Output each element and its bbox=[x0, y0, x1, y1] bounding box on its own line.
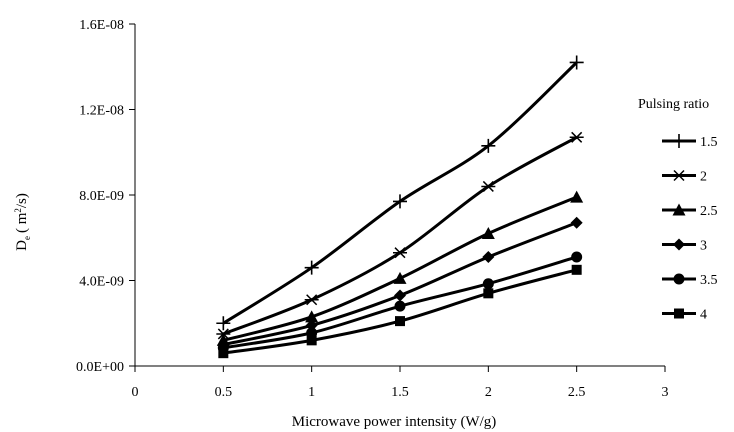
series-3-5 bbox=[217, 251, 583, 354]
legend-item: 3.5 bbox=[662, 273, 718, 288]
x-tick-label: 2.5 bbox=[568, 385, 586, 400]
data-point bbox=[393, 194, 407, 209]
y-tick-label: 1.6E-08 bbox=[79, 18, 124, 33]
axes: 0.0E+00 4.0E-09 8.0E-09 1.2E-08 1.6E-08 0 0.5 1… bbox=[76, 18, 668, 400]
x-tick-label: 2 bbox=[485, 385, 492, 400]
series-4 bbox=[218, 264, 582, 359]
data-point bbox=[482, 278, 494, 290]
legend: Pulsing ratio 1.5 2 2.5 3 3.5 4 bbox=[638, 97, 718, 323]
data-point bbox=[218, 348, 229, 359]
x-tick-label: 1 bbox=[308, 385, 315, 400]
data-point bbox=[569, 131, 584, 143]
data-point bbox=[483, 288, 494, 299]
legend-item: 3 bbox=[662, 238, 707, 254]
y-tick-label: 0.0E+00 bbox=[76, 360, 124, 375]
data-point bbox=[394, 289, 406, 302]
legend-marker bbox=[673, 238, 685, 251]
x-axis-title: Microwave power intensity (W/g) bbox=[292, 414, 497, 430]
legend-label: 3.5 bbox=[700, 273, 718, 288]
data-point bbox=[482, 250, 495, 263]
data-point bbox=[570, 216, 583, 229]
data-point bbox=[571, 264, 582, 275]
data-point bbox=[393, 247, 407, 259]
legend-label: 3 bbox=[700, 239, 707, 254]
data-point bbox=[481, 226, 495, 239]
legend-marker bbox=[672, 169, 686, 182]
legend-marker bbox=[674, 308, 684, 319]
series-1-5 bbox=[216, 55, 584, 331]
legend-marker bbox=[672, 134, 686, 148]
y-tick-label: 4.0E-09 bbox=[79, 275, 124, 290]
x-tick-label: 1.5 bbox=[391, 385, 409, 400]
data-point bbox=[570, 190, 584, 203]
data-point bbox=[569, 55, 584, 70]
legend-marker bbox=[672, 203, 686, 216]
data-point bbox=[395, 316, 405, 327]
series-lines bbox=[216, 55, 584, 359]
data-point bbox=[481, 138, 496, 153]
data-point bbox=[305, 310, 319, 323]
x-tick-label: 0.5 bbox=[215, 385, 233, 400]
legend-label: 1.5 bbox=[700, 135, 718, 150]
x-tick-label: 0 bbox=[132, 385, 139, 400]
legend-label: 4 bbox=[700, 308, 707, 323]
data-point bbox=[304, 294, 319, 306]
data-point bbox=[394, 300, 406, 312]
legend-marker bbox=[673, 273, 685, 285]
data-point bbox=[306, 335, 317, 346]
data-point bbox=[481, 180, 496, 192]
legend-item: 4 bbox=[662, 308, 707, 323]
y-axis-title: De( m2/s) bbox=[13, 193, 32, 251]
data-point bbox=[571, 251, 583, 263]
legend-label: 2.5 bbox=[700, 204, 718, 219]
legend-label: 2 bbox=[700, 170, 707, 185]
legend-item: 1.5 bbox=[662, 134, 718, 150]
x-tick-label: 3 bbox=[662, 385, 669, 400]
data-point bbox=[304, 260, 319, 275]
data-point bbox=[216, 316, 231, 331]
legend-item: 2 bbox=[662, 170, 707, 185]
y-tick-label: 8.0E-09 bbox=[79, 189, 124, 204]
legend-item: 2.5 bbox=[662, 203, 718, 219]
data-point bbox=[393, 271, 407, 284]
y-tick-label: 1.2E-08 bbox=[79, 104, 124, 119]
legend-title: Pulsing ratio bbox=[638, 97, 709, 112]
